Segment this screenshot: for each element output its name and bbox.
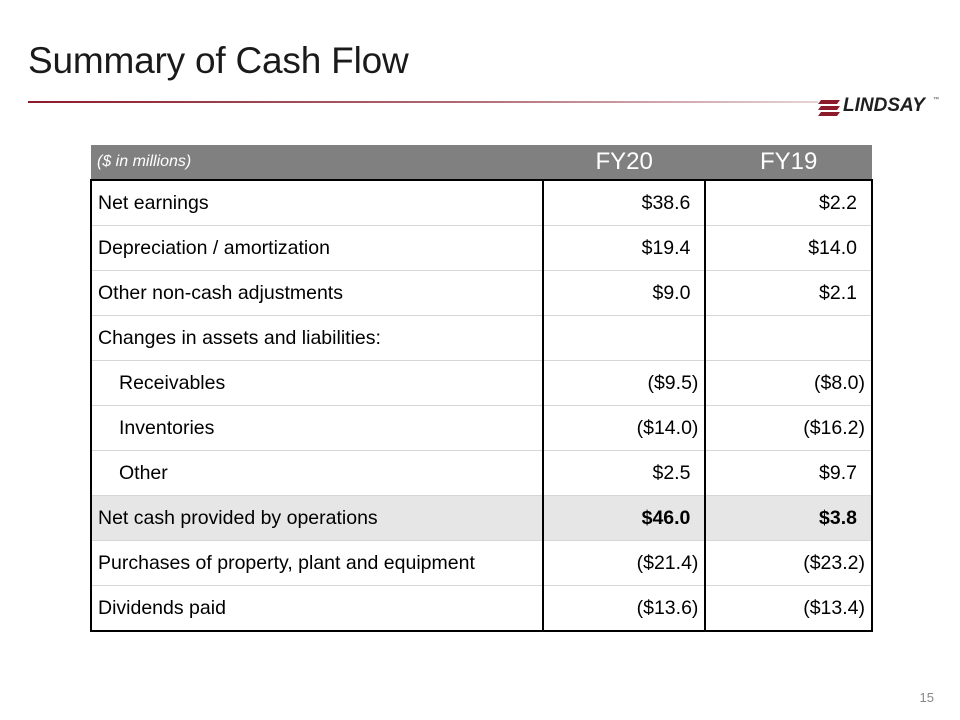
fy20-value (541, 315, 706, 361)
fy19-value: ($8.0) (704, 360, 872, 406)
fy20-value: $19.4 (541, 225, 706, 271)
table-row: Receivables ($9.5) ($8.0) (91, 360, 872, 406)
fy19-value: $9.7 (704, 450, 872, 496)
fy19-value: ($13.4) (704, 585, 872, 631)
cash-flow-table: ($ in millions) FY20 FY19 Net earnings $… (90, 145, 873, 632)
fy19-value (704, 315, 872, 361)
logo-mark-icon (818, 100, 840, 116)
company-logo: LINDSAY ™ (818, 95, 943, 117)
table-row: Dividends paid ($13.6) ($13.4) (91, 585, 872, 631)
units-label: ($ in millions) (91, 145, 543, 180)
fy20-value: ($13.6) (541, 585, 706, 631)
table-row: Other non-cash adjustments $9.0 $2.1 (91, 270, 872, 316)
page-number: 15 (919, 690, 934, 705)
logo-wordmark: LINDSAY (843, 95, 925, 116)
page-title: Summary of Cash Flow (28, 40, 409, 81)
fy20-value: $46.0 (541, 495, 706, 541)
row-label: Dividends paid (98, 596, 226, 619)
row-label: Net cash provided by operations (91, 495, 543, 541)
fy20-value: $2.5 (541, 450, 706, 496)
row-label: Other (91, 450, 543, 496)
fy20-value: ($14.0) (541, 405, 706, 451)
column-header-fy19: FY19 (705, 145, 872, 180)
fy20-value: $38.6 (541, 180, 706, 226)
row-label: Changes in assets and liabilities: (91, 315, 543, 361)
fy19-value: $2.1 (704, 270, 872, 316)
fy19-value: $3.8 (704, 495, 872, 541)
table-row: Changes in assets and liabilities: (91, 315, 872, 361)
table-row: Inventories ($14.0) ($16.2) (91, 405, 872, 451)
table-row-subtotal: Net cash provided by operations $46.0 $3… (91, 495, 872, 541)
table-row: Net earnings $38.6 $2.2 (91, 180, 872, 226)
fy20-value: ($21.4) (541, 540, 706, 586)
fy19-value: ($23.2) (704, 540, 872, 586)
table-header-row: ($ in millions) FY20 FY19 (91, 145, 872, 180)
fy19-value: $2.2 (704, 180, 872, 226)
fy19-value: ($16.2) (704, 405, 872, 451)
row-label: Net earnings (91, 180, 543, 226)
table-row: Other $2.5 $9.7 (91, 450, 872, 496)
fy19-value: $14.0 (704, 225, 872, 271)
table-row: Purchases of property, plant and equipme… (91, 540, 872, 586)
row-label: Inventories (91, 405, 543, 451)
row-label: Other non-cash adjustments (91, 270, 543, 316)
logo-trademark: ™ (933, 97, 939, 103)
column-header-fy20: FY20 (542, 145, 706, 180)
row-label: Purchases of property, plant and equipme… (91, 540, 543, 586)
table-row: Depreciation / amortization $19.4 $14.0 (91, 225, 872, 271)
fy20-value: $9.0 (541, 270, 706, 316)
fy20-value: ($9.5) (541, 360, 706, 406)
title-divider (28, 101, 818, 103)
row-label: Depreciation / amortization (91, 225, 543, 271)
row-label: Receivables (91, 360, 543, 406)
